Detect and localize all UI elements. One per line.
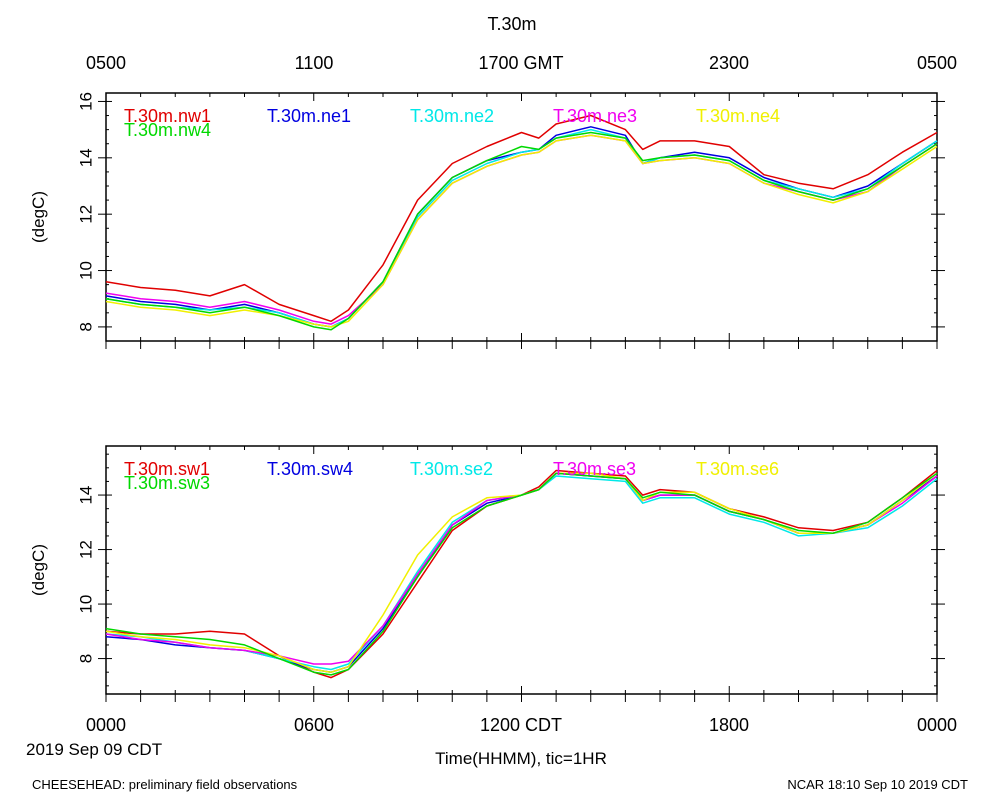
legend-label: T.30m.ne2: [410, 106, 494, 126]
x-axis-label: Time(HHMM), tic=1HR: [435, 749, 607, 768]
top-panel: 8 10 12 14 16 (degC) T.30m.nw1 T.30m.ne1 T.30m.n…: [29, 92, 945, 349]
legend-label: T.30m.ne4: [696, 106, 780, 126]
series-line-t-30m-ne4: [105, 134, 938, 328]
bottom-time-label: 0000: [86, 715, 126, 735]
y-tick-label: 14: [77, 486, 96, 505]
legend-label: T.30m.nw1: [124, 106, 211, 126]
footer-note-left: CHEESEHEAD: preliminary field observatio…: [32, 777, 298, 792]
plot-frame: [105, 445, 938, 695]
bottom-time-label: 0600: [294, 715, 334, 735]
legend-label: T.30m.sw4: [267, 459, 353, 479]
series-line-t-30m-sw1: [105, 469, 938, 679]
bottom-panel: 8 10 12 14 (degC) T.30m.sw1 T.30m.sw4 T.30m.se2…: [29, 445, 945, 702]
legend-label: T.30m.se2: [410, 459, 493, 479]
series-line-t-30m-sw3: [105, 472, 938, 676]
legend-label: T.30m.ne1: [267, 106, 351, 126]
legend-label: T.30m.ne3: [553, 106, 637, 126]
y-tick-label: 12: [77, 205, 96, 224]
bottom-time-label: 1800: [709, 715, 749, 735]
legend-label: T.30m.se3: [553, 459, 636, 479]
legend-label: T.30m.sw1: [124, 459, 210, 479]
series-line-t-30m-se3: [105, 472, 938, 665]
y-tick-label: 8: [77, 654, 96, 663]
chart-title: T.30m: [487, 14, 536, 34]
top-time-label: 0500: [86, 53, 126, 73]
legend-label: T.30m.nw4: [124, 120, 211, 140]
footer-note-right: NCAR 18:10 Sep 10 2019 CDT: [787, 777, 968, 792]
top-time-label: 1700 GMT: [478, 53, 563, 73]
top-time-label: 1100: [295, 53, 334, 73]
y-tick-label: 10: [77, 261, 96, 280]
series-line-t-30m-nw4: [105, 131, 938, 331]
y-tick-label: 14: [77, 148, 96, 167]
series-line-t-30m-ne1: [105, 126, 938, 328]
legend-label: T.30m.sw3: [124, 473, 210, 493]
y-tick-label: 16: [77, 92, 96, 111]
series-line-t-30m-se2: [105, 475, 938, 671]
top-time-label: 0500: [917, 53, 957, 73]
series-line-t-30m-ne2: [105, 128, 938, 328]
series-line-t-30m-ne3: [105, 134, 938, 325]
bottom-time-label: 0000: [917, 715, 957, 735]
legend-label: T.30m.se6: [696, 459, 779, 479]
bottom-time-label: 1200 CDT: [480, 715, 562, 735]
y-axis-label: (degC): [29, 191, 48, 243]
y-axis-label: (degC): [29, 544, 48, 596]
y-tick-label: 12: [77, 540, 96, 559]
series-line-t-30m-nw1: [105, 114, 938, 323]
y-tick-label: 10: [77, 595, 96, 614]
y-tick-label: 8: [77, 322, 96, 331]
top-time-label: 2300: [709, 53, 749, 73]
date-label: 2019 Sep 09 CDT: [26, 740, 162, 759]
